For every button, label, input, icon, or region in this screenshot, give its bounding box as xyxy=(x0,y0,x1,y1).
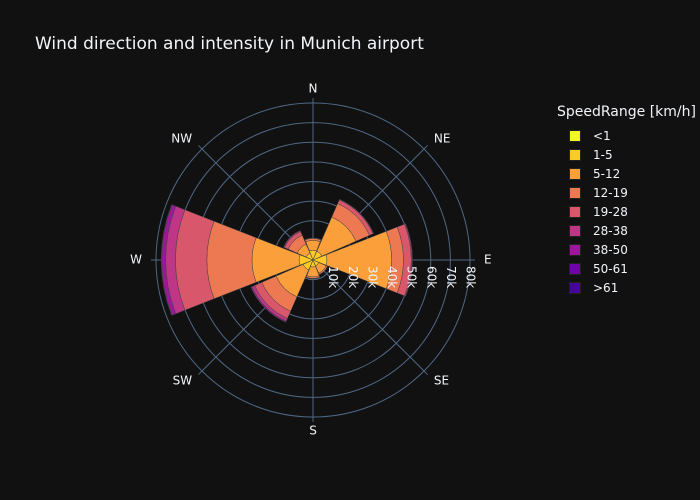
wind-bar[interactable] xyxy=(250,286,287,323)
wind-bar[interactable] xyxy=(283,230,301,248)
wind-bars xyxy=(160,198,413,323)
legend-label: 28-38 xyxy=(593,223,628,238)
legend-label: >61 xyxy=(593,280,619,295)
radial-tick-label: 50k xyxy=(405,266,419,288)
legend-item[interactable]: >61 xyxy=(557,278,696,297)
radial-tick-label: 80k xyxy=(464,266,478,288)
legend-swatch xyxy=(569,129,581,142)
direction-label: NW xyxy=(171,132,192,146)
radial-tick-label: 60k xyxy=(424,266,438,288)
wind-bar[interactable] xyxy=(405,223,413,297)
wind-bar[interactable] xyxy=(206,220,257,300)
legend-swatch xyxy=(569,224,581,237)
legend-item[interactable]: 1-5 xyxy=(557,145,696,164)
legend-label: 12-19 xyxy=(593,185,628,200)
radial-tick-label: 70k xyxy=(444,266,458,288)
wind-bar[interactable] xyxy=(160,204,173,316)
legend-title: SpeedRange [km/h] xyxy=(557,104,696,120)
wind-bar[interactable] xyxy=(305,276,321,279)
radial-tick-label: 20k xyxy=(346,266,360,288)
direction-labels: N NE E SE S SW W NW xyxy=(130,82,491,438)
direction-label: N xyxy=(309,82,318,96)
legend-label: 19-28 xyxy=(593,204,628,219)
grid-tick xyxy=(198,145,203,150)
direction-label: SE xyxy=(434,373,449,387)
direction-label: S xyxy=(309,424,317,438)
grid-tick xyxy=(198,370,203,375)
legend-item[interactable]: 19-28 xyxy=(557,202,696,221)
legend-swatch xyxy=(569,281,581,294)
legend-label: 1-5 xyxy=(593,147,613,162)
wind-bar[interactable] xyxy=(318,265,328,275)
legend-label: <1 xyxy=(593,128,611,143)
legend-label: 38-50 xyxy=(593,242,628,257)
radial-tick-label: 40k xyxy=(385,266,399,288)
grid-tick xyxy=(423,145,428,150)
legend-label: 5-12 xyxy=(593,166,621,181)
radial-tick-label: 30k xyxy=(365,266,379,288)
legend-swatch xyxy=(569,205,581,218)
wind-bar[interactable] xyxy=(304,237,322,241)
legend-item[interactable]: 5-12 xyxy=(557,164,696,183)
grid-spoke xyxy=(312,259,425,372)
legend-items: <1 1-5 5-12 12-19 19-28 28-38 38-50 50-61 >61 xyxy=(557,126,696,297)
direction-label: NE xyxy=(434,132,451,146)
legend-swatch xyxy=(569,262,581,275)
legend-swatch xyxy=(569,243,581,256)
legend-item[interactable]: 50-61 xyxy=(557,259,696,278)
wind-bar[interactable] xyxy=(339,198,375,234)
legend-item[interactable]: <1 xyxy=(557,126,696,145)
direction-label: SW xyxy=(173,373,193,387)
legend-item[interactable]: 12-19 xyxy=(557,183,696,202)
direction-label: E xyxy=(484,253,492,267)
legend: SpeedRange [km/h] <1 1-5 5-12 12-19 19-28 28-… xyxy=(557,104,696,297)
legend-swatch xyxy=(569,167,581,180)
chart-title: Wind direction and intensity in Munich a… xyxy=(35,34,424,54)
radial-tick-label: 10k xyxy=(326,266,340,288)
legend-swatch xyxy=(569,186,581,199)
legend-item[interactable]: 28-38 xyxy=(557,221,696,240)
legend-swatch xyxy=(569,148,581,161)
legend-label: 50-61 xyxy=(593,261,628,276)
legend-item[interactable]: 38-50 xyxy=(557,240,696,259)
grid-tick xyxy=(423,370,428,375)
direction-label: W xyxy=(130,253,142,267)
radial-tick-labels: 10k 20k 30k 40k 50k 60k 70k 80k xyxy=(326,266,477,288)
